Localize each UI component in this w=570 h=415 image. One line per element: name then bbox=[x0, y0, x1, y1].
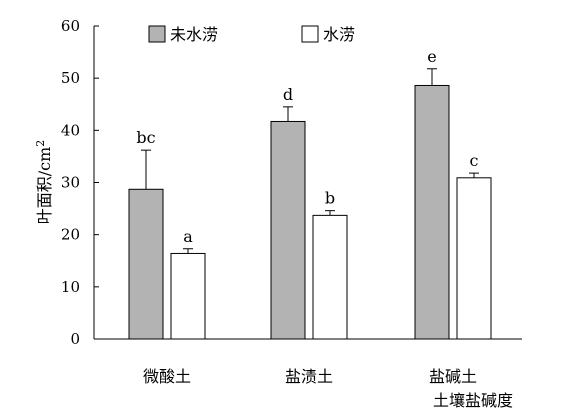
bars bbox=[128, 84, 492, 340]
y-ticks: 0 10 20 30 40 50 60 bbox=[61, 17, 99, 348]
significance-label: bc bbox=[136, 128, 155, 147]
bar bbox=[270, 120, 306, 340]
legend-label-flooded: 水涝 bbox=[323, 25, 355, 44]
bar bbox=[170, 252, 206, 340]
y-axis-label-text: 叶面积/cm bbox=[35, 147, 54, 225]
significance-label: d bbox=[283, 85, 293, 104]
legend-swatch-unflooded bbox=[148, 25, 166, 43]
x-category-label: 盐渍土 bbox=[285, 367, 333, 386]
bar bbox=[312, 214, 348, 340]
y-tick-label: 40 bbox=[61, 121, 80, 139]
x-category-labels: 微酸土 盐渍土 盐碱土 bbox=[143, 367, 477, 386]
significance-label: c bbox=[470, 151, 479, 170]
y-tick-label: 0 bbox=[70, 330, 80, 348]
x-category-label: 微酸土 bbox=[143, 367, 191, 386]
bar bbox=[128, 188, 164, 340]
bar bbox=[414, 84, 450, 340]
bar bbox=[456, 177, 492, 340]
legend-label-unflooded: 未水涝 bbox=[170, 25, 218, 44]
y-axis-label: 叶面积/cm2 bbox=[34, 140, 54, 225]
error-bars bbox=[141, 68, 479, 254]
significance-label: e bbox=[427, 47, 436, 66]
y-tick-label: 10 bbox=[61, 278, 80, 296]
legend: 未水涝 水涝 bbox=[148, 25, 355, 44]
y-tick-label: 30 bbox=[61, 174, 80, 192]
significance-label: a bbox=[183, 227, 193, 246]
y-tick-label: 50 bbox=[61, 69, 80, 87]
legend-swatch-flooded bbox=[301, 25, 319, 43]
y-tick-label: 60 bbox=[61, 17, 80, 35]
significance-label: b bbox=[325, 189, 335, 208]
x-category-label: 盐碱土 bbox=[429, 367, 477, 386]
y-axis-label-superscript: 2 bbox=[34, 140, 47, 147]
x-axis-title: 土壤盐碱度 bbox=[433, 391, 513, 410]
y-tick-label: 20 bbox=[61, 226, 80, 244]
